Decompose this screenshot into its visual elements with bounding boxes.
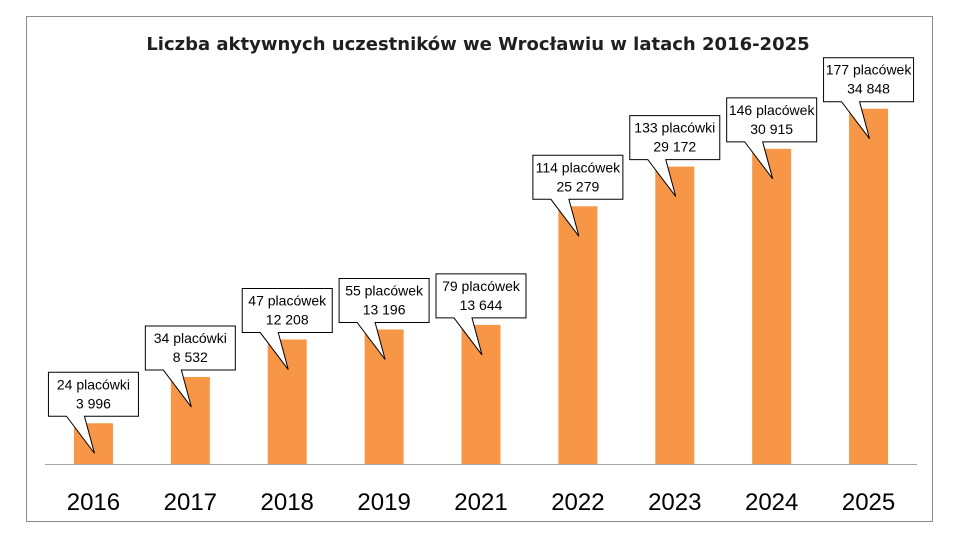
data-label-callout-2019: 55 placówek 13 196 xyxy=(338,277,430,360)
x-tick-label-2016: 2016 xyxy=(67,489,120,516)
data-label-facilities: 55 placówek xyxy=(345,282,424,298)
x-tick-label-2022: 2022 xyxy=(551,489,604,516)
data-label-callout-2018: 47 placówek 12 208 xyxy=(241,288,333,370)
data-label-callout-2016: 24 placówki 3 996 xyxy=(47,371,139,454)
data-label-value: 3 996 xyxy=(76,395,111,411)
callout-box xyxy=(144,325,236,408)
x-tick-label-2019: 2019 xyxy=(357,489,410,516)
data-label-facilities: 24 placówki xyxy=(57,376,130,392)
callout-box xyxy=(47,371,139,454)
x-tick-label-2021: 2021 xyxy=(454,489,507,516)
data-label-callout-2022: 114 placówek 25 279 xyxy=(532,154,624,237)
data-label-value: 34 848 xyxy=(847,81,890,97)
bar-2019 xyxy=(364,329,404,464)
data-label-value: 29 172 xyxy=(653,139,696,155)
x-tick-label-2025: 2025 xyxy=(842,489,895,516)
callout-box xyxy=(823,57,915,140)
bar-2025 xyxy=(849,108,889,464)
data-label-facilities: 47 placówek xyxy=(248,293,327,309)
bar-2017 xyxy=(170,377,210,464)
data-label-value: 25 279 xyxy=(556,178,599,194)
data-label-facilities: 114 placówek xyxy=(536,159,622,175)
x-tick-label-2017: 2017 xyxy=(164,489,217,516)
callout-box xyxy=(241,288,333,370)
data-label-value: 30 915 xyxy=(750,121,793,137)
chart-title: Liczba aktywnych uczestników we Wrocławi… xyxy=(146,34,810,55)
data-label-callout-2017: 34 placówki 8 532 xyxy=(144,325,236,408)
callout-box xyxy=(629,115,721,197)
data-label-facilities: 177 placówek xyxy=(826,62,913,78)
data-label-value: 13 196 xyxy=(363,301,406,317)
data-label-callout-2024: 146 placówek 30 915 xyxy=(726,97,818,180)
x-tick-label-2023: 2023 xyxy=(648,489,701,516)
bar-2024 xyxy=(752,148,792,464)
data-label-value: 8 532 xyxy=(173,349,208,365)
bar-2022 xyxy=(558,206,598,464)
data-label-callout-2025: 177 placówek 34 848 xyxy=(823,57,915,140)
bar-2023 xyxy=(655,166,695,465)
data-label-facilities: 79 placówek xyxy=(442,278,521,294)
data-label-facilities: 34 placówki xyxy=(154,330,227,346)
callout-box xyxy=(435,273,527,356)
callout-box xyxy=(338,277,430,360)
data-label-callout-2023: 133 placówki 29 172 xyxy=(629,115,721,197)
data-label-facilities: 133 placówki xyxy=(634,120,715,136)
data-label-facilities: 146 placówek xyxy=(729,102,816,118)
data-label-value: 13 644 xyxy=(460,297,503,313)
callout-box xyxy=(726,97,818,180)
data-label-value: 12 208 xyxy=(266,312,309,328)
callout-box xyxy=(532,154,624,237)
bar-2021 xyxy=(461,324,501,464)
x-tick-label-2024: 2024 xyxy=(745,489,798,516)
bar-2018 xyxy=(267,339,307,464)
data-label-callout-2021: 79 placówek 13 644 xyxy=(435,273,527,356)
x-tick-label-2018: 2018 xyxy=(261,489,314,516)
